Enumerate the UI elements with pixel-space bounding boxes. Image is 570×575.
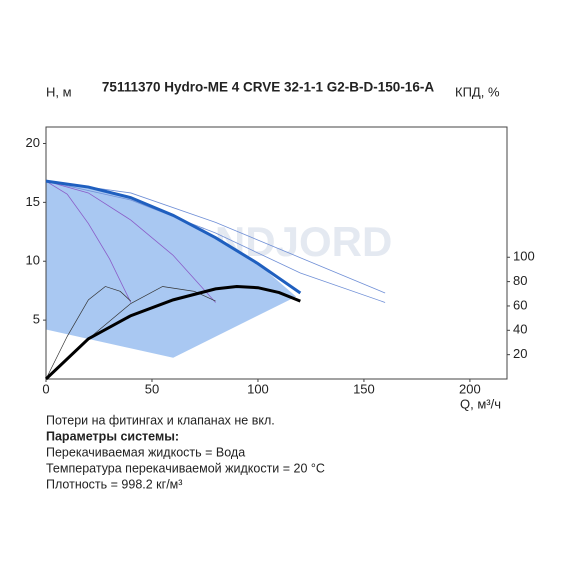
y2-tick-label: 80 — [513, 273, 527, 288]
y-axis-label: H, м — [46, 84, 72, 99]
x-tick-label: 0 — [42, 381, 49, 396]
note: Плотность = 998.2 кг/м³ — [46, 477, 182, 491]
curve — [44, 284, 301, 381]
plot-frame — [45, 126, 508, 380]
x-tick-label: 200 — [459, 381, 481, 396]
note: Перекачиваемая жидкость = Вода — [46, 445, 245, 459]
note: Параметры системы: — [46, 429, 179, 443]
y-tick-label: 15 — [26, 194, 40, 209]
y2-tick-label: 40 — [513, 322, 527, 337]
y2-tick-label: 60 — [513, 297, 527, 312]
x-tick-label: 150 — [353, 381, 375, 396]
y2-tick-label: 20 — [513, 346, 527, 361]
curve — [45, 180, 386, 303]
x-axis-label: Q, м³/ч — [460, 396, 501, 411]
y-tick-label: 5 — [33, 312, 40, 327]
curve — [45, 286, 132, 380]
curve — [45, 179, 302, 295]
x-tick-label: 100 — [247, 381, 269, 396]
x-tick-label: 50 — [145, 381, 159, 396]
y2-tick-label: 100 — [513, 249, 535, 264]
operating-region — [46, 181, 297, 358]
y2-axis-label: КПД, % — [455, 84, 500, 99]
note: Температура перекачиваемой жидкости = 20… — [46, 461, 325, 475]
chart-title: 75111370 Hydro-ME 4 CRVE 32-1-1 G2-B-D-1… — [102, 80, 434, 95]
curve — [45, 180, 386, 294]
y-tick-label: 10 — [26, 253, 40, 268]
note: Потери на фитингах и клапанах не вкл. — [46, 413, 275, 427]
curve — [45, 180, 132, 303]
y-tick-label: 20 — [26, 135, 40, 150]
curve — [45, 180, 216, 303]
